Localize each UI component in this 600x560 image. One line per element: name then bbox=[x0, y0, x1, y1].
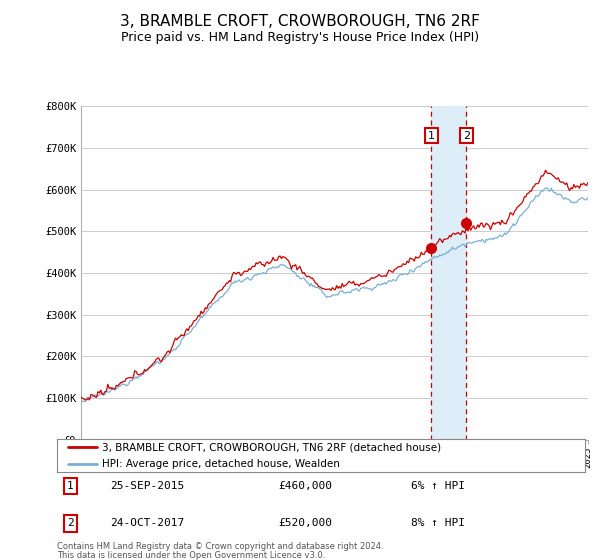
Text: 2: 2 bbox=[463, 130, 470, 141]
Text: 6% ↑ HPI: 6% ↑ HPI bbox=[411, 481, 465, 491]
Text: This data is licensed under the Open Government Licence v3.0.: This data is licensed under the Open Gov… bbox=[57, 551, 325, 560]
Text: £520,000: £520,000 bbox=[279, 519, 333, 529]
Text: 1: 1 bbox=[428, 130, 435, 141]
Text: 25-SEP-2015: 25-SEP-2015 bbox=[110, 481, 184, 491]
Text: Price paid vs. HM Land Registry's House Price Index (HPI): Price paid vs. HM Land Registry's House … bbox=[121, 31, 479, 44]
Text: 2: 2 bbox=[67, 519, 74, 529]
Text: 3, BRAMBLE CROFT, CROWBOROUGH, TN6 2RF (detached house): 3, BRAMBLE CROFT, CROWBOROUGH, TN6 2RF (… bbox=[102, 442, 441, 452]
Text: 3, BRAMBLE CROFT, CROWBOROUGH, TN6 2RF: 3, BRAMBLE CROFT, CROWBOROUGH, TN6 2RF bbox=[120, 14, 480, 29]
Text: 24-OCT-2017: 24-OCT-2017 bbox=[110, 519, 184, 529]
Text: HPI: Average price, detached house, Wealden: HPI: Average price, detached house, Weal… bbox=[102, 459, 340, 469]
Bar bbox=[431, 106, 466, 440]
Text: 8% ↑ HPI: 8% ↑ HPI bbox=[411, 519, 465, 529]
Text: 1: 1 bbox=[67, 481, 74, 491]
Text: Contains HM Land Registry data © Crown copyright and database right 2024.: Contains HM Land Registry data © Crown c… bbox=[57, 542, 383, 550]
Text: £460,000: £460,000 bbox=[279, 481, 333, 491]
